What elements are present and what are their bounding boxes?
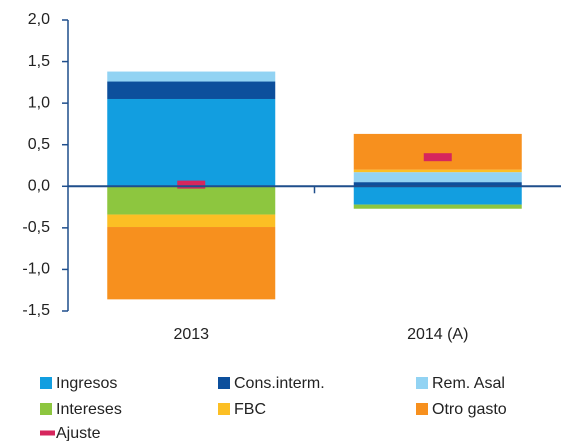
x-tick-label: 2014 (A) <box>407 326 468 343</box>
bar-segment <box>353 133 522 170</box>
bar-segment <box>353 204 522 209</box>
legend-label: Intereses <box>56 401 122 418</box>
y-tick-label: -1,5 <box>22 302 50 319</box>
x-tick-label: 2013 <box>173 326 209 343</box>
y-tick-label: 2,0 <box>28 11 50 28</box>
y-tick-label: 1,0 <box>28 94 50 111</box>
legend-label: Cons.interm. <box>234 375 325 392</box>
bar-segment <box>107 186 276 215</box>
bar-segment <box>107 81 276 99</box>
marker <box>423 153 452 162</box>
y-tick-label: 1,5 <box>28 53 50 70</box>
bar-segment <box>353 169 522 173</box>
legend-swatch <box>40 403 52 415</box>
bar-segment <box>353 186 522 205</box>
legend-swatch <box>40 377 52 389</box>
legend-swatch <box>416 377 428 389</box>
legend-label: Ajuste <box>56 425 101 441</box>
bar-segment <box>107 98 276 187</box>
bar-segment <box>107 227 276 300</box>
bar-segment <box>107 71 276 82</box>
bar-segment <box>353 172 522 183</box>
y-tick-label: -0,5 <box>22 219 50 236</box>
marker <box>177 180 206 189</box>
legend-label: Ingresos <box>56 375 117 392</box>
y-tick-label: 0,5 <box>28 136 50 153</box>
legend-swatch <box>40 430 55 436</box>
bar-segment <box>107 214 276 228</box>
bar-segment <box>353 182 522 187</box>
legend-swatch <box>218 403 230 415</box>
legend-label: Otro gasto <box>432 401 507 418</box>
legend-label: FBC <box>234 401 266 418</box>
legend-swatch <box>416 403 428 415</box>
y-tick-label: -1,0 <box>22 261 50 278</box>
y-tick-label: 0,0 <box>28 178 50 195</box>
legend-label: Rem. Asal <box>432 375 505 392</box>
legend-swatch <box>218 377 230 389</box>
